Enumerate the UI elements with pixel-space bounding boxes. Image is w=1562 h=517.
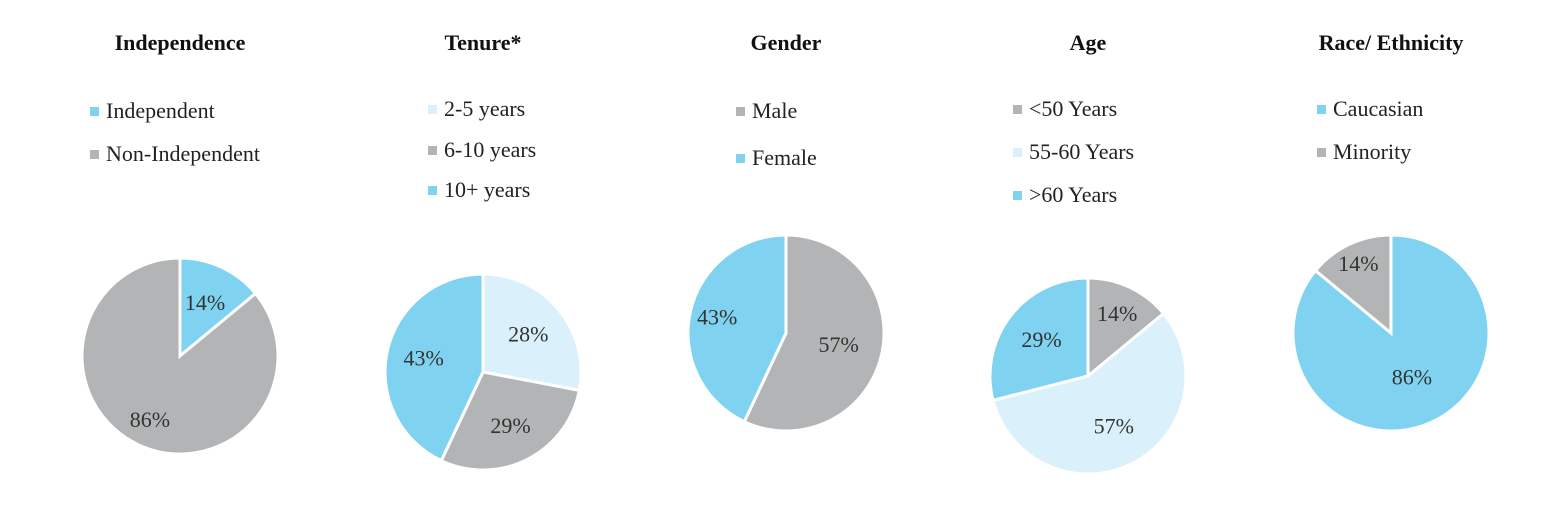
legend-swatch xyxy=(1013,190,1022,200)
pie: 57% 43% xyxy=(686,233,886,433)
legend-label: Minority xyxy=(1333,139,1412,164)
pie: 86% 14% xyxy=(1291,233,1491,433)
chart-title: Tenure* xyxy=(444,30,522,55)
pie: 14% 86% xyxy=(80,256,280,456)
legend-label: <50 Years xyxy=(1029,96,1118,121)
data-label: 57% xyxy=(1094,414,1134,439)
legend-swatch xyxy=(428,185,437,195)
pie-chart-tenure: Tenure* 2-5 years 6-10 years 10+ years 28%… xyxy=(333,0,633,517)
legend-label: 10+ years xyxy=(444,177,531,202)
legend-item: <50 Years xyxy=(1013,96,1117,122)
pie-chart-age: Age <50 Years 55-60 Years >60 Years 14% 57%… xyxy=(938,0,1238,517)
pie-chart-independence: Independence Independent Non-Independent … xyxy=(30,0,330,517)
pie-slice xyxy=(1086,276,1166,380)
legend-swatch xyxy=(428,104,437,114)
chart-title: Age xyxy=(1069,30,1107,55)
data-label: 86% xyxy=(130,407,170,432)
chart-title: Independence xyxy=(114,30,246,55)
legend-item: Minority xyxy=(1317,139,1411,165)
pie-slice xyxy=(80,256,280,456)
pie-slice xyxy=(742,233,886,433)
legend-label: Non-Independent xyxy=(106,141,260,166)
data-label: 14% xyxy=(1338,251,1378,276)
legend-label: 55-60 Years xyxy=(1029,139,1135,164)
legend-swatch xyxy=(1013,104,1022,114)
legend-item: 55-60 Years xyxy=(1013,139,1134,165)
data-label: 86% xyxy=(1392,364,1432,389)
legend-swatch xyxy=(90,106,99,116)
pie-slice xyxy=(383,272,485,463)
legend-label: Independent xyxy=(106,98,215,123)
legend-swatch xyxy=(736,153,745,163)
pie-slice xyxy=(178,256,258,360)
pie-slice xyxy=(988,276,1090,403)
legend-item: >60 Years xyxy=(1013,182,1117,208)
legend-swatch xyxy=(736,106,745,116)
legend-swatch xyxy=(90,149,99,159)
legend-item: Female xyxy=(736,145,817,171)
legend-label: Female xyxy=(752,145,817,170)
chart-title: Race/ Ethnicity xyxy=(1318,30,1464,55)
legend-swatch xyxy=(1317,147,1326,157)
legend-item: 6-10 years xyxy=(428,137,536,163)
legend-label: 6-10 years xyxy=(444,137,537,162)
data-label: 57% xyxy=(818,332,858,357)
pie: 14% 57% 29% xyxy=(988,276,1188,476)
pie-chart-race-ethnicity: Race/ Ethnicity Caucasian Minority 86% 14% xyxy=(1241,0,1541,517)
legend-swatch xyxy=(1013,147,1022,157)
legend-item: Independent xyxy=(90,98,215,124)
legend-label: Caucasian xyxy=(1333,96,1424,121)
legend-item: Non-Independent xyxy=(90,141,260,167)
pie-slice xyxy=(991,311,1188,476)
data-label: 14% xyxy=(185,290,225,315)
legend-item: 10+ years xyxy=(428,177,530,203)
data-label: 29% xyxy=(1021,327,1061,352)
legend-item: Caucasian xyxy=(1317,96,1423,122)
data-label: 43% xyxy=(697,305,737,330)
pie-chart-gender: Gender Male Female 57% 43% xyxy=(636,0,936,517)
legend-swatch xyxy=(1317,104,1326,114)
data-label: 14% xyxy=(1097,301,1137,326)
legend-swatch xyxy=(428,145,437,155)
data-label: 29% xyxy=(490,413,530,438)
pie-slice xyxy=(481,272,583,393)
legend-label: Male xyxy=(752,98,798,123)
chart-title: Gender xyxy=(750,30,822,55)
pie: 28% 29% 43% xyxy=(383,272,583,472)
legend-label: 2-5 years xyxy=(444,96,526,121)
data-label: 28% xyxy=(508,322,548,347)
legend-label: >60 Years xyxy=(1029,182,1118,207)
pie-slice xyxy=(686,233,788,424)
pie-slice xyxy=(439,370,582,472)
pie-slice xyxy=(1313,233,1393,337)
legend-item: 2-5 years xyxy=(428,96,525,122)
legend-item: Male xyxy=(736,98,797,124)
data-label: 43% xyxy=(404,346,444,371)
